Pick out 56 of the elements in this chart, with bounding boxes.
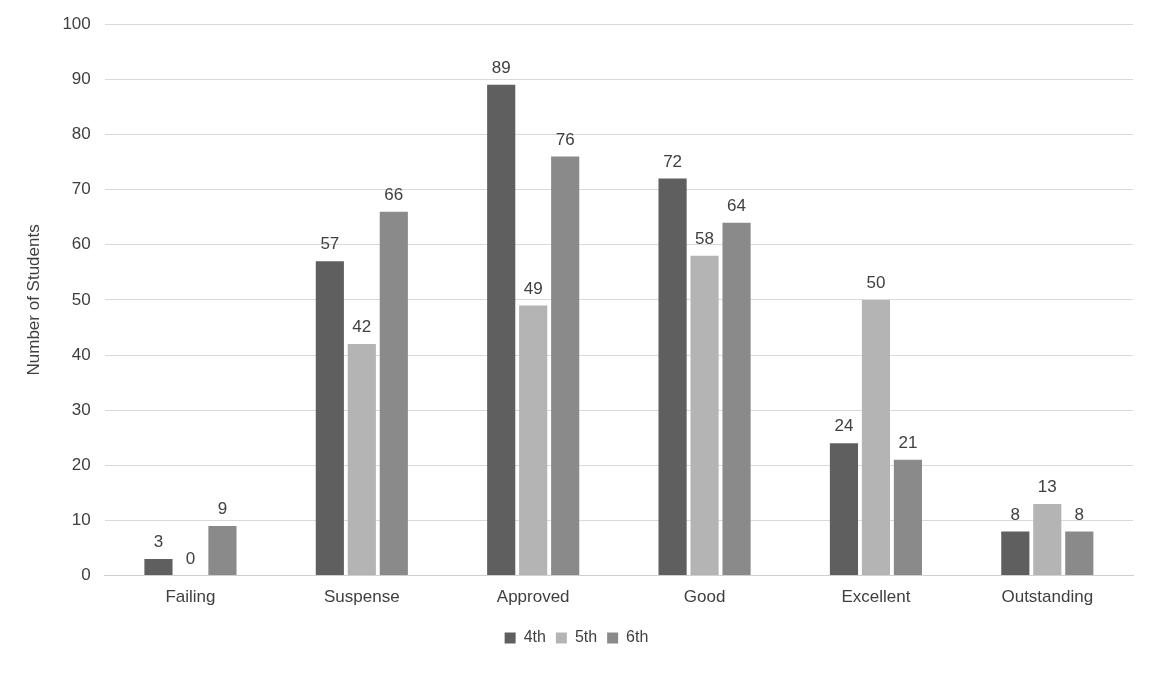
x-tick-label: Outstanding <box>1001 587 1094 607</box>
y-tick-label: 30 <box>71 399 91 419</box>
y-tick-label: 70 <box>71 179 91 199</box>
bar <box>551 156 580 576</box>
bar <box>144 559 173 576</box>
bar <box>829 443 859 576</box>
legend-label: 6th <box>626 628 649 646</box>
bar <box>722 222 751 576</box>
bar <box>347 344 376 576</box>
data-label: 9 <box>217 499 228 519</box>
data-label: 21 <box>898 432 918 452</box>
legend-label: 4th <box>523 628 546 646</box>
y-tick-label: 0 <box>81 565 91 585</box>
bar <box>690 255 719 576</box>
data-label: 50 <box>866 273 886 293</box>
data-label: 8 <box>1074 504 1085 524</box>
bar <box>861 299 891 576</box>
bar <box>315 261 344 576</box>
bar <box>487 84 516 576</box>
data-label: 58 <box>695 228 715 248</box>
data-label: 76 <box>555 129 575 149</box>
bar <box>379 211 408 576</box>
x-tick-label: Excellent <box>841 587 911 607</box>
bar <box>1001 531 1030 576</box>
y-tick-label: 50 <box>71 289 91 309</box>
data-label: 13 <box>1037 477 1057 497</box>
y-tick-label: 20 <box>71 455 91 475</box>
y-tick-label: 90 <box>71 69 91 89</box>
data-label: 3 <box>153 532 164 552</box>
data-label: 57 <box>320 234 340 254</box>
data-label: 0 <box>185 548 196 568</box>
data-label: 42 <box>352 317 372 337</box>
y-tick-label: 80 <box>71 124 91 144</box>
bar <box>1033 503 1062 576</box>
x-tick-label: Failing <box>165 587 216 607</box>
data-label: 89 <box>491 58 511 78</box>
x-tick-label: Good <box>683 587 726 607</box>
data-label: 8 <box>1010 504 1021 524</box>
bar <box>658 178 687 576</box>
y-axis-title: Number of Students <box>23 224 43 376</box>
y-tick-label: 100 <box>62 13 91 33</box>
data-label: 24 <box>834 416 854 436</box>
x-tick-label: Approved <box>496 587 570 607</box>
bar <box>1065 531 1094 576</box>
y-tick-label: 60 <box>71 234 91 254</box>
bar <box>208 525 237 576</box>
bar <box>893 459 923 576</box>
legend-label: 5th <box>574 628 598 646</box>
y-tick-label: 10 <box>71 510 91 530</box>
data-label: 64 <box>727 195 747 215</box>
x-tick-label: Suspense <box>324 587 400 607</box>
y-tick-label: 40 <box>71 344 91 364</box>
bar <box>519 305 548 576</box>
data-label: 49 <box>523 278 543 298</box>
data-label: 66 <box>384 184 404 204</box>
data-label: 72 <box>663 151 683 171</box>
